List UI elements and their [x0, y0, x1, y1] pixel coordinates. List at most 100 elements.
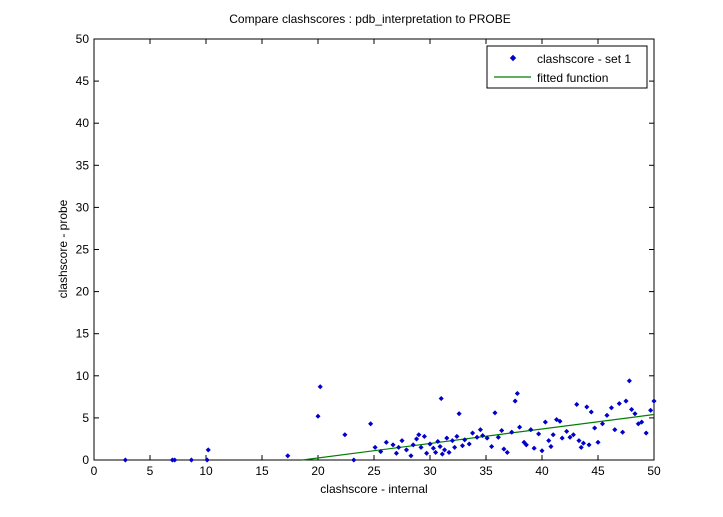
- data-point: [574, 401, 580, 408]
- data-point: [628, 406, 635, 413]
- data-point: [416, 432, 422, 438]
- legend-marker-scatter: [509, 54, 517, 62]
- data-point: [531, 445, 537, 451]
- data-point: [317, 384, 323, 390]
- x-tick-label: 45: [591, 464, 605, 478]
- data-point: [635, 421, 641, 427]
- data-point: [188, 457, 195, 463]
- legend-label-fit: fitted function: [537, 71, 608, 85]
- data-point: [351, 457, 357, 463]
- data-point: [595, 439, 601, 445]
- data-point: [632, 411, 638, 417]
- data-point: [516, 424, 523, 430]
- data-point: [204, 457, 210, 463]
- data-point: [528, 427, 534, 433]
- data-point: [421, 433, 428, 440]
- data-point: [580, 440, 587, 446]
- x-axis-label: clashscore - internal: [320, 482, 427, 496]
- x-tick-label: 30: [423, 464, 437, 478]
- data-point: [451, 444, 458, 451]
- data-point: [418, 444, 424, 451]
- data-point: [446, 449, 452, 456]
- data-point: [550, 432, 556, 438]
- data-point: [438, 395, 444, 402]
- data-point: [559, 435, 565, 441]
- data-point: [495, 434, 501, 440]
- data-point: [435, 438, 441, 445]
- y-tick-label: 15: [76, 327, 90, 341]
- data-point: [604, 412, 610, 419]
- data-point: [430, 445, 437, 451]
- legend: clashscore - set 1 fitted function: [486, 45, 648, 89]
- y-tick-label: 45: [76, 74, 90, 88]
- data-point: [477, 427, 484, 433]
- data-point: [626, 378, 633, 384]
- data-point: [410, 442, 416, 448]
- y-tick-label: 25: [76, 243, 90, 257]
- x-tick-label: 40: [535, 464, 549, 478]
- data-point: [205, 447, 211, 453]
- series-group: [122, 378, 657, 463]
- data-point: [599, 421, 606, 427]
- data-point: [539, 448, 545, 454]
- data-point: [639, 419, 645, 425]
- data-point: [439, 451, 445, 457]
- data-point: [499, 427, 505, 434]
- data-point: [437, 443, 443, 450]
- data-point: [403, 447, 410, 453]
- y-tick-label: 50: [76, 32, 90, 46]
- data-point: [449, 437, 456, 444]
- data-point: [427, 441, 433, 447]
- data-point: [651, 398, 657, 404]
- y-tick-label: 10: [76, 369, 90, 383]
- data-point: [413, 436, 420, 442]
- x-tick-label: 10: [199, 464, 213, 478]
- data-point: [399, 437, 405, 444]
- data-point: [535, 431, 542, 437]
- axis-ticks: 0 5 10 15 20 25 30 35 40 45 50 0 5 10 15 20 25 30 35 40 45 50: [76, 32, 661, 478]
- data-point: [578, 444, 584, 451]
- data-point: [395, 444, 402, 451]
- data-point: [444, 435, 450, 441]
- data-point: [342, 432, 348, 438]
- data-point: [567, 434, 573, 440]
- data-point: [576, 437, 582, 444]
- x-tick-label: 15: [255, 464, 269, 478]
- data-point: [474, 434, 480, 440]
- data-point: [523, 442, 529, 448]
- x-tick-label: 25: [367, 464, 381, 478]
- data-point: [514, 390, 521, 397]
- data-point: [623, 398, 629, 404]
- data-point: [469, 430, 476, 436]
- y-tick-label: 30: [76, 200, 90, 214]
- data-point: [616, 400, 622, 407]
- data-point: [484, 435, 490, 441]
- x-tick-label: 0: [91, 464, 98, 478]
- data-point: [612, 427, 618, 433]
- data-point: [393, 450, 400, 456]
- data-point: [553, 416, 560, 423]
- data-point: [367, 421, 374, 427]
- data-point: [390, 442, 396, 448]
- data-point: [591, 425, 598, 431]
- chart-title: Compare clashscores : pdb_interpretation…: [229, 12, 510, 26]
- data-point: [423, 450, 430, 456]
- data-point: [488, 443, 495, 450]
- plot-area: [93, 38, 655, 461]
- data-point: [171, 457, 178, 463]
- data-point: [378, 448, 384, 455]
- data-point: [619, 429, 626, 435]
- data-point: [647, 407, 654, 413]
- data-point: [479, 432, 486, 439]
- data-point: [608, 405, 615, 411]
- y-tick-label: 0: [82, 453, 89, 467]
- data-point: [584, 404, 590, 410]
- data-point: [441, 447, 448, 453]
- data-point: [122, 457, 129, 463]
- data-point: [504, 449, 510, 456]
- x-tick-label: 5: [147, 464, 154, 478]
- data-point: [432, 449, 439, 456]
- x-tick-label: 35: [479, 464, 493, 478]
- data-point: [466, 441, 472, 447]
